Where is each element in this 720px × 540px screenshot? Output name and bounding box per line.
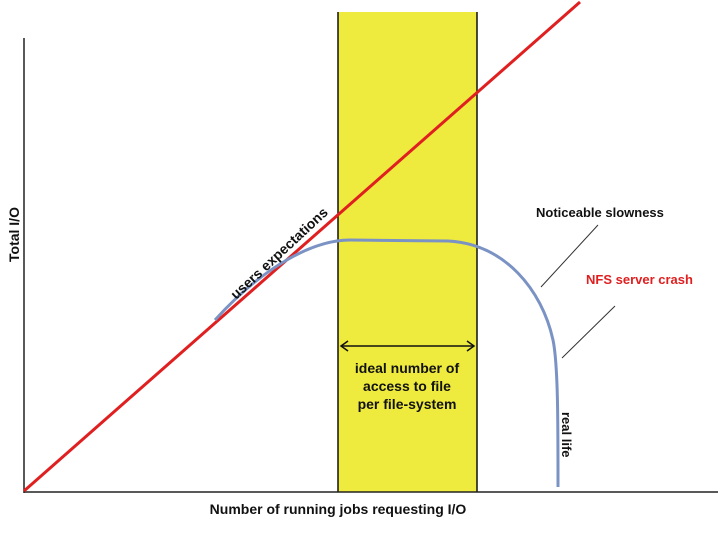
users-expectations-line [23,0,581,493]
slowness-leader-line [540,224,599,288]
ideal-range-arrow-right-head [466,340,476,352]
x-axis-label: Number of running jobs requesting I/O [210,501,467,517]
ideal-range-band [338,12,477,492]
users-expectations-label: users expectations [227,204,331,302]
real-life-label: real life [559,412,574,458]
ideal-range-label-line-3: per file-system [358,396,457,412]
crash-label: NFS server crash [586,272,693,287]
ideal-range-label-line-1: ideal number of [355,360,460,376]
slowness-label: Noticeable slowness [536,205,664,220]
crash-leader-line [561,305,616,359]
ideal-range-label-line-2: access to file [363,378,451,394]
real-life-curve [213,238,560,488]
ideal-range-arrow-left-head [339,340,349,352]
y-axis-label: Total I/O [6,207,22,262]
